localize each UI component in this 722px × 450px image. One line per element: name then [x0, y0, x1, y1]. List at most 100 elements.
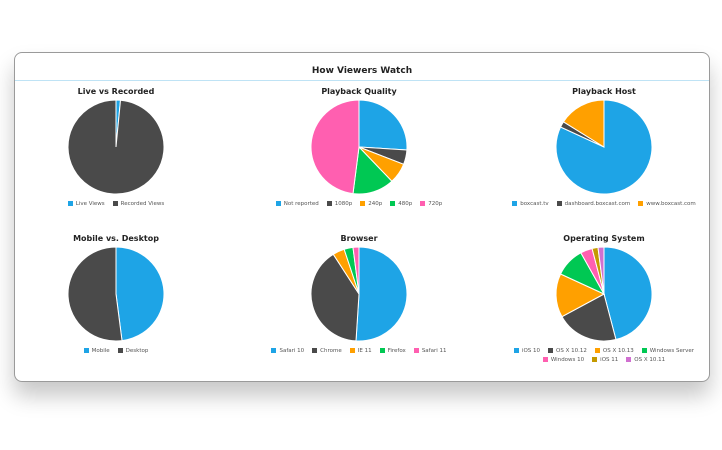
legend-swatch [641, 347, 647, 353]
pie-slice-720p[interactable] [310, 99, 360, 195]
legend-item[interactable]: 480p [390, 200, 412, 209]
legend-label: IE 11 [357, 348, 372, 354]
legend-swatch [512, 200, 518, 206]
legend-swatch [513, 347, 519, 353]
pie-chart [555, 99, 653, 195]
legend-label: 480p [398, 201, 413, 207]
legend-label: Desktop [125, 348, 149, 354]
legend-item[interactable]: Safari 11 [413, 347, 447, 356]
legend-item[interactable]: Safari 10 [271, 347, 304, 356]
pie-slice-mobile[interactable] [115, 246, 165, 342]
legend-label: Chrome [320, 348, 342, 354]
pie-slice-desktop[interactable] [67, 246, 123, 342]
pie-chart [555, 246, 653, 342]
legend-label: dashboard.boxcast.com [564, 201, 631, 207]
legend-swatch [413, 347, 419, 353]
pie-slice-os-x-10-12[interactable] [561, 293, 617, 342]
legend-item[interactable]: 1080p [326, 200, 353, 209]
legend-label: 240p [368, 201, 383, 207]
legend-swatch [594, 347, 600, 353]
legend-item[interactable]: iOS 11 [592, 356, 618, 365]
pie-chart [310, 99, 408, 195]
legend-item[interactable]: OS X 10.12 [548, 347, 587, 356]
pie-chart [67, 246, 165, 342]
legend-label: Live Views [75, 201, 105, 207]
legend-item[interactable]: dashboard.boxcast.com [556, 200, 631, 209]
chart-title: Mobile vs. Desktop [73, 234, 159, 243]
legend-item[interactable]: iOS 10 [513, 347, 541, 356]
chart-title: Operating System [563, 234, 645, 243]
chart-title: Playback Host [572, 87, 636, 96]
legend-item[interactable]: www.boxcast.com [638, 200, 696, 209]
legend-swatch [117, 347, 123, 353]
pie-chart [310, 246, 408, 342]
pie-slice-www-boxcast-com[interactable] [562, 99, 605, 148]
pie-panel-mobile-vs-desktop: Mobile vs. Desktop Mobile Desktop [1, 234, 231, 356]
legend-swatch [271, 347, 277, 353]
legend-item[interactable]: Desktop [117, 347, 149, 356]
pie-panel-browser: Browser Safari 10 Chrome IE 11 Firefox Safari… [244, 234, 474, 356]
legend-label: iOS 11 [600, 357, 619, 363]
legend-label: OS X 10.12 [556, 348, 587, 354]
legend-swatch [626, 356, 632, 362]
legend-swatch [390, 200, 396, 206]
legend-item[interactable]: Chrome [312, 347, 342, 356]
legend-swatch [312, 347, 318, 353]
chart-legend: boxcast.tv dashboard.boxcast.com www.boxca… [489, 200, 719, 209]
legend-swatch [83, 347, 89, 353]
how-viewers-watch-card: How Viewers Watch Live vs Recorded Live V… [14, 52, 710, 382]
legend-item[interactable]: OS X 10.11 [626, 356, 665, 365]
legend-item[interactable]: 720p [420, 200, 442, 209]
legend-swatch [542, 356, 548, 362]
chart-title: Playback Quality [321, 87, 397, 96]
pie-slice-recorded-views[interactable] [67, 99, 165, 195]
legend-swatch [326, 200, 332, 206]
pie-slice-not-reported[interactable] [358, 99, 408, 151]
pie-slice-os-x-10-11[interactable] [597, 246, 605, 295]
legend-label: Firefox [387, 348, 406, 354]
legend-item[interactable]: Mobile [83, 347, 110, 356]
legend-swatch [420, 200, 426, 206]
legend-item[interactable]: boxcast.tv [512, 200, 549, 209]
pie-slice-safari-10[interactable] [355, 246, 408, 342]
legend-item[interactable]: Windows Server [641, 347, 694, 356]
legend-label: Windows 10 [550, 357, 585, 363]
legend-label: OS X 10.13 [602, 348, 634, 354]
chart-title: Browser [340, 234, 378, 243]
pie-chart [67, 99, 165, 195]
legend-item[interactable]: Firefox [379, 347, 406, 356]
legend-label: Safari 11 [421, 348, 447, 354]
pie-panel-live-vs-recorded: Live vs Recorded Live Views Recorded Views [1, 87, 231, 209]
legend-item[interactable]: Not reported [275, 200, 319, 209]
legend-item[interactable]: Recorded Views [112, 200, 164, 209]
legend-label: 720p [428, 201, 443, 207]
legend-swatch [548, 347, 554, 353]
legend-swatch [556, 200, 562, 206]
pie-panel-operating-system: Operating System iOS 10 OS X 10.12 OS X 10.… [489, 234, 719, 365]
card-title: How Viewers Watch [311, 66, 413, 76]
legend-label: 1080p [334, 201, 353, 207]
legend-swatch [379, 347, 385, 353]
chart-legend: iOS 10 OS X 10.12 OS X 10.13 Windows Server… [489, 347, 719, 365]
legend-item[interactable]: IE 11 [349, 347, 372, 356]
legend-label: Safari 10 [279, 348, 305, 354]
legend-swatch [592, 356, 598, 362]
legend-swatch [275, 200, 281, 206]
pie-slice-ios-10[interactable] [603, 246, 653, 341]
chart-legend: Mobile Desktop [1, 347, 231, 356]
legend-swatch [349, 347, 355, 353]
pie-slice-safari-11[interactable] [352, 246, 360, 295]
chart-legend: Safari 10 Chrome IE 11 Firefox Safari 11 [244, 347, 474, 356]
legend-swatch [112, 200, 118, 206]
legend-item[interactable]: 240p [360, 200, 382, 209]
legend-label: OS X 10.11 [634, 357, 666, 363]
legend-item[interactable]: Live Views [67, 200, 105, 209]
chart-title: Live vs Recorded [77, 87, 155, 96]
chart-legend: Not reported 1080p 240p 480p 720p [244, 200, 474, 209]
title-divider [15, 80, 709, 81]
chart-legend: Live Views Recorded Views [1, 200, 231, 209]
legend-item[interactable]: Windows 10 [542, 356, 585, 365]
legend-item[interactable]: OS X 10.13 [594, 347, 634, 356]
legend-label: iOS 10 [521, 348, 541, 354]
pie-panel-playback-quality: Playback Quality Not reported 1080p 240p 480… [244, 87, 474, 209]
